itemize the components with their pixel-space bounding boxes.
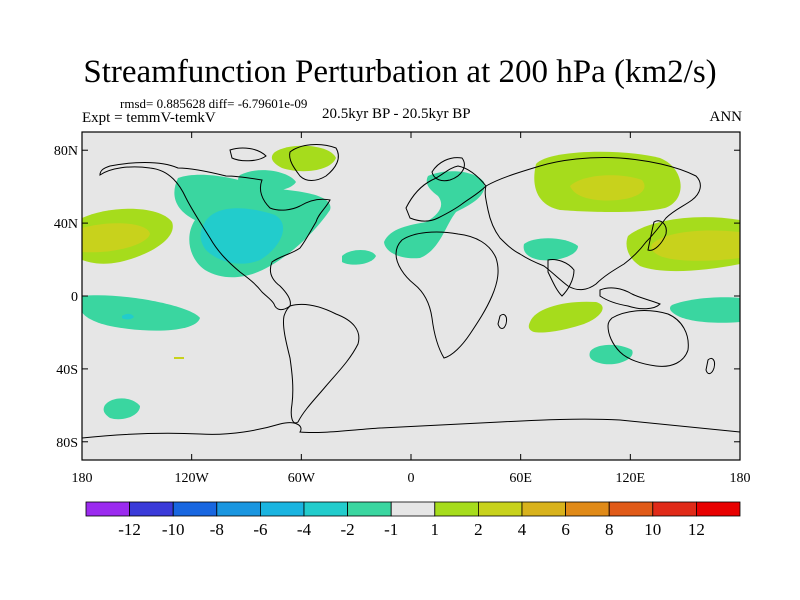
x-tick-label: 0 [408, 471, 415, 486]
colorbar-label: 2 [474, 520, 483, 539]
colorbar-swatch [390, 501, 436, 517]
colorbar-swatch [696, 501, 741, 517]
anomaly-north-pacific-east-core [82, 223, 150, 253]
anomaly-hudson-bay-greenland [238, 170, 296, 192]
colorbar-label: 12 [688, 520, 705, 539]
colorbar-swatch [172, 501, 218, 517]
x-tick-label: 60E [509, 471, 532, 486]
anomaly-small-patch [174, 357, 184, 359]
colorbar-label: -4 [297, 520, 312, 539]
anomaly-tropical-pacific-spot [122, 313, 134, 320]
colorbar-label: 4 [518, 520, 527, 539]
coast-antarctica [82, 418, 740, 439]
coastlines [82, 144, 740, 439]
coast-north-america [99, 162, 331, 311]
coast-africa [395, 231, 499, 359]
anomaly-indian-ocean [528, 301, 603, 333]
contour-fields [82, 144, 740, 439]
anomaly-south-pacific [103, 398, 140, 420]
anomaly-australia-south [589, 344, 633, 365]
anomaly-north-pacific-west-core [651, 230, 740, 261]
experiment-label: Expt = temmV-temkV [82, 110, 216, 126]
anomaly-arabia [523, 238, 578, 261]
anomaly-siberia-core [570, 175, 645, 201]
x-tick-label: 120E [616, 471, 646, 486]
coast-asia [484, 156, 701, 291]
colorbar-label: -10 [162, 520, 185, 539]
colorbar-label: -12 [118, 520, 141, 539]
colorbar-swatch [565, 501, 610, 517]
anomaly-maritime-pacific [670, 297, 740, 323]
colorbar-label: 6 [561, 520, 570, 539]
colorbar-swatch [216, 501, 261, 517]
colorbar-swatch [129, 501, 174, 517]
coast-new-zealand [705, 357, 715, 375]
anomaly-tropical-pacific-east [82, 295, 200, 331]
y-tick-label: 40S [56, 363, 78, 378]
colorbar-label: -1 [384, 520, 398, 539]
x-tick-label: 180 [72, 471, 93, 486]
coast-scandinavia [431, 157, 465, 182]
colorbar-label: 1 [431, 520, 440, 539]
x-tick-label: 60W [288, 471, 316, 486]
stats-label: rmsd= 0.885628 diff= -6.79601e-09 [120, 96, 308, 111]
coast-arctic-islands [229, 147, 267, 162]
colorbar-swatch [608, 501, 654, 517]
coast-japan [647, 220, 667, 251]
anomaly-mid-atlantic [342, 250, 376, 265]
coast-india [547, 259, 575, 297]
colorbar-label: -2 [341, 520, 355, 539]
season-label: ANN [709, 109, 743, 125]
y-tick-label: 80S [56, 436, 78, 451]
colorbar: -12 -10 -8 -6 -4 -2 -1 1 2 4 6 8 10 12 [85, 501, 741, 539]
colorbar-swatch [85, 501, 130, 517]
coast-madagascar [497, 313, 507, 329]
colorbar-swatch [477, 501, 523, 517]
colorbar-swatch [259, 501, 305, 517]
coast-greenland [289, 144, 339, 181]
colorbar-label: -6 [253, 520, 267, 539]
colorbar-label: -8 [210, 520, 224, 539]
x-tick-label: 120W [175, 471, 210, 486]
coast-australia [607, 310, 689, 367]
coast-southeast-asia [599, 287, 661, 310]
anomaly-baffin-bay [271, 145, 336, 172]
coast-south-america [283, 303, 360, 424]
colorbar-swatch [303, 501, 348, 517]
colorbar-swatch [434, 501, 479, 517]
axis-ticks: 180 120W 60W 0 60E 120E 180 80N 40N 0 40S 80S [54, 132, 751, 486]
colorbar-swatch [347, 501, 392, 517]
y-tick-label: 40N [54, 217, 78, 232]
colorbar-swatch [652, 501, 697, 517]
colorbar-label: 8 [605, 520, 614, 539]
colorbar-label: 10 [644, 520, 661, 539]
period-label: 20.5kyr BP - 20.5kyr BP [322, 106, 471, 122]
chart-title: Streamfunction Perturbation at 200 hPa (… [83, 54, 717, 90]
x-tick-label: 180 [730, 471, 751, 486]
y-tick-label: 80N [54, 144, 78, 159]
anomaly-central-north-america-core [200, 208, 284, 264]
y-tick-label: 0 [71, 290, 78, 305]
colorbar-swatch [521, 501, 566, 517]
